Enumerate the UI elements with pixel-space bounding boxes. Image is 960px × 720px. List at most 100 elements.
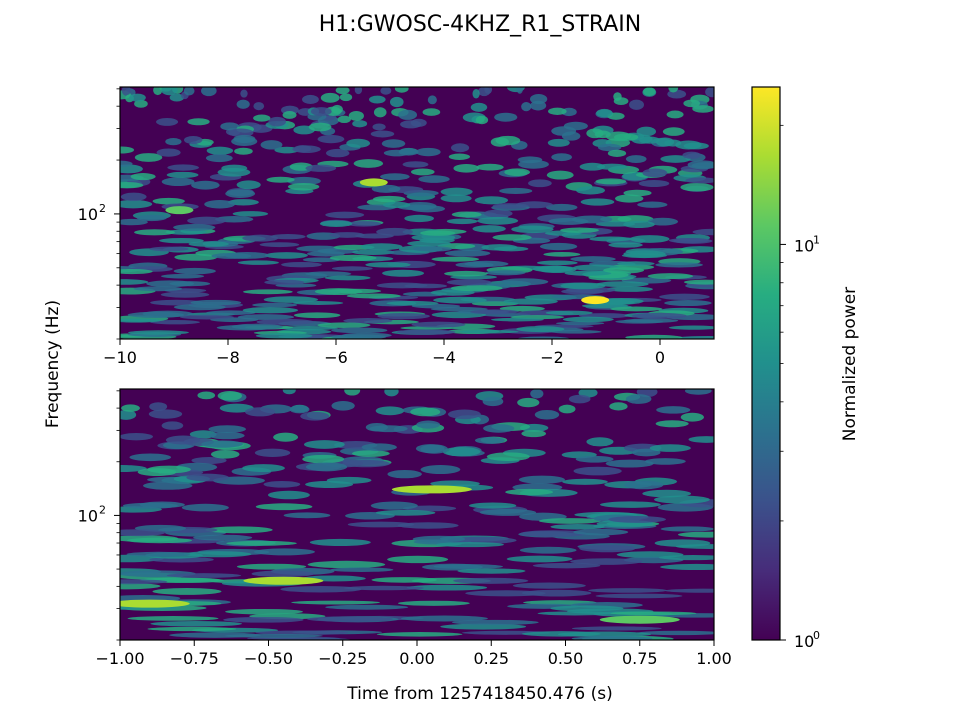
spectrogram-tile [161, 87, 178, 96]
spectrogram-tile [331, 401, 355, 411]
spectrogram-tile [389, 96, 404, 108]
spectrogram-tile [411, 321, 466, 328]
spectrogram-tile [191, 456, 227, 464]
spectrogram-tile [625, 155, 647, 163]
spectrogram-tile [331, 266, 373, 271]
spectrogram-tile [126, 551, 191, 557]
spectrogram-tile [680, 182, 714, 192]
y-tick-label: 10 [78, 205, 98, 224]
spectrogram-tile [120, 218, 148, 226]
spectrogram-tile [370, 501, 418, 510]
spectrogram-tile [521, 589, 592, 597]
spectrogram-tile [121, 404, 140, 412]
spectrogram-tile [289, 405, 310, 414]
spectrogram-tile [504, 168, 531, 177]
spectrogram-tile [331, 104, 343, 114]
spectrogram-tile [433, 296, 487, 304]
spectrogram-tile [319, 220, 353, 227]
spectrogram-tile [325, 604, 409, 610]
spectrogram-tile [596, 281, 649, 288]
spectrogram-tile [638, 180, 670, 187]
spectrogram-tile [120, 160, 133, 168]
spectrogram-tile [588, 588, 667, 593]
spectrogram-tile [589, 236, 632, 242]
spectrogram-tile [647, 273, 694, 280]
spectrogram-tile [282, 111, 297, 119]
spectrogram-tile [232, 211, 269, 217]
spectrogram-tile [236, 180, 261, 190]
colorbar-tick-label: 10 [794, 236, 814, 255]
spectrogram-tile [545, 203, 578, 211]
spectrogram-tile [120, 146, 135, 154]
spectrogram-tile [683, 279, 714, 285]
spectrogram-tile [621, 253, 667, 259]
spectrogram-tile [365, 422, 388, 432]
spectrogram-tile [484, 87, 493, 94]
spectrogram-tile [181, 503, 229, 512]
colorbar-tick-exponent: 0 [813, 629, 820, 642]
spectrogram-tile [459, 330, 519, 334]
spectrogram-tile [226, 540, 297, 546]
spectrogram-tile [133, 286, 183, 292]
spectrogram-tile [173, 304, 226, 311]
spectrogram-tile [240, 89, 248, 98]
spectrogram-tile [539, 518, 602, 524]
y-tick-label: 10 [78, 506, 98, 525]
x-tick-label: −4 [432, 348, 456, 367]
spectrogram-tile [303, 440, 345, 449]
spectrogram-tile [608, 242, 643, 248]
spectrogram-tile [705, 87, 714, 98]
spectrogram-tile [375, 509, 436, 516]
spectrogram-tile [310, 107, 332, 116]
spectrogram-tile [210, 449, 240, 459]
spectrogram-tile [325, 211, 365, 219]
spectrogram-tile [169, 93, 184, 102]
spectrogram-tile [629, 99, 644, 110]
spectrogram-tile [136, 214, 167, 222]
top-spectrogram [120, 87, 714, 339]
spectrogram-tile [134, 99, 148, 108]
spectrogram-tile [372, 123, 386, 131]
spectrogram-tile [254, 448, 291, 458]
spectrogram-tile [568, 394, 591, 404]
spectrogram-tile [231, 323, 283, 330]
spectrogram-tile [387, 469, 422, 479]
spectrogram-tile [472, 89, 480, 99]
spectrogram-tile [654, 495, 710, 504]
spectrogram-tile [341, 332, 392, 339]
top-panel: −10 −8 −6 −4 −2 0 10 2 [78, 86, 715, 367]
spectrogram-tile [237, 260, 279, 265]
x-tick-label: 0.75 [622, 649, 658, 668]
spectrogram-tile [242, 234, 279, 242]
spectrogram-tile [451, 211, 482, 218]
spectrogram-tile [150, 319, 200, 325]
spectrogram-tile [201, 87, 217, 97]
spectrogram-tile [560, 282, 606, 290]
spectrogram-tile [217, 167, 251, 177]
spectrogram-tile [479, 508, 537, 516]
spectrogram-tile [149, 402, 168, 411]
spectrogram-tile [344, 389, 361, 396]
spectrogram-tile [331, 327, 388, 334]
spectrogram-tile [386, 300, 439, 306]
spectrogram-tile [603, 267, 645, 274]
spectrogram-tile [505, 488, 554, 496]
spectrogram-tile [314, 288, 363, 295]
spectrogram-tile [251, 570, 314, 578]
spectrogram-feature [599, 615, 680, 624]
spectrogram-tile [521, 429, 546, 438]
spectrogram-tile [643, 87, 656, 96]
spectrogram-tile [415, 147, 441, 157]
spectrogram-tile [562, 316, 614, 323]
spectrogram-tile [307, 616, 393, 622]
spectrogram-tile [448, 153, 470, 160]
spectrogram-tile [206, 146, 234, 155]
spectrogram-tile [547, 138, 570, 147]
spectrogram-tile [309, 538, 371, 546]
spectrogram-tile [302, 454, 345, 464]
spectrogram-tile [517, 156, 543, 164]
spectrogram-tile [410, 407, 441, 417]
spectrogram-tile [398, 109, 418, 120]
spectrogram-tile [470, 309, 519, 315]
spectrogram-tile [453, 577, 529, 584]
